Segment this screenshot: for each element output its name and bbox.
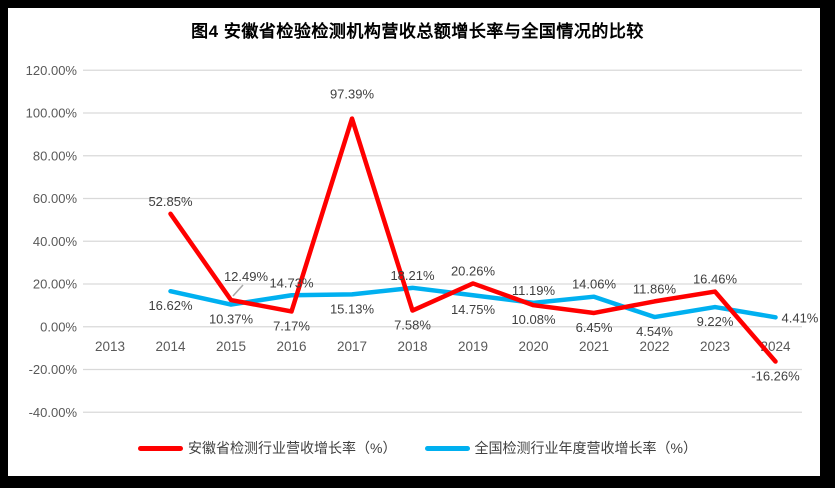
data-label-anhui: 7.17% <box>273 318 310 333</box>
data-label-national: 9.22% <box>697 314 734 329</box>
y-axis-tick-label: 20.00% <box>33 277 78 292</box>
data-label-anhui: 97.39% <box>330 87 375 102</box>
chart-title: 图4 安徽省检验检测机构营收总额增长率与全国情况的比较 <box>191 22 644 41</box>
data-label-national: 10.37% <box>209 312 254 327</box>
data-label-anhui: 11.86% <box>633 281 677 296</box>
series-line-national <box>168 285 778 320</box>
legend-item-anhui: 安徽省检测行业营收增长率（%） <box>138 438 397 458</box>
data-label-national: 14.06% <box>572 277 617 292</box>
y-axis-tick-label: 80.00% <box>33 148 78 163</box>
data-label-leader-line <box>232 284 244 297</box>
y-axis-tick-label: 60.00% <box>33 191 78 206</box>
y-axis-tick-label: 100.00% <box>26 106 78 121</box>
data-label-anhui: 6.45% <box>576 320 613 335</box>
legend-item-national: 全国检测行业年度营收增长率（%） <box>424 438 697 458</box>
legend-label-anhui: 安徽省检测行业营收增长率（%） <box>188 440 397 456</box>
data-label-anhui: 16.46% <box>693 272 738 287</box>
legend-label-national: 全国检测行业年度营收增长率（%） <box>474 440 697 456</box>
x-axis-tick-label: 2015 <box>216 339 246 354</box>
data-label-national: 4.41% <box>782 310 819 325</box>
data-label-national: 14.75% <box>451 302 496 317</box>
data-label-anhui: 52.85% <box>148 194 193 209</box>
x-axis-tick-label: 2021 <box>579 339 609 354</box>
y-axis-tick-label: 40.00% <box>33 234 78 249</box>
data-label-national: 16.62% <box>148 298 193 313</box>
data-label-national: 15.13% <box>330 301 375 316</box>
x-axis-tick-label: 2023 <box>700 339 730 354</box>
data-label-anhui: 10.08% <box>511 312 556 327</box>
data-label-national: 18.21% <box>390 268 435 283</box>
x-axis-tick-label: 2020 <box>518 339 548 354</box>
data-label-national: 11.19% <box>512 283 556 298</box>
x-axis-tick-label: 2022 <box>639 339 669 354</box>
x-axis-tick-label: 2016 <box>276 339 306 354</box>
x-axis-tick-label: 2018 <box>397 339 427 354</box>
y-axis-tick-label: 120.00% <box>26 63 78 78</box>
data-label-anhui: 12.49% <box>224 269 269 284</box>
data-label-anhui: 7.58% <box>394 318 431 333</box>
legend-line-swatch-anhui <box>138 445 184 451</box>
y-axis-tick-label: 0.00% <box>40 319 77 334</box>
x-axis-tick-label: 2013 <box>95 339 125 354</box>
x-axis-tick-label: 2019 <box>458 339 488 354</box>
data-label-anhui: -16.26% <box>751 369 800 384</box>
series-line-anhui <box>168 116 778 364</box>
x-axis-tick-label: 2014 <box>155 339 186 354</box>
x-axis-tick-label: 2017 <box>337 339 367 354</box>
data-label-anhui: 20.26% <box>451 263 496 278</box>
legend: 安徽省检测行业营收增长率（%） 全国检测行业年度营收增长率（%） <box>0 438 835 458</box>
data-label-national: 14.73% <box>269 275 314 290</box>
y-axis-tick-label: -20.00% <box>29 362 78 377</box>
y-axis-tick-label: -40.00% <box>29 405 78 420</box>
legend-line-swatch-national <box>424 445 470 451</box>
data-label-national: 4.54% <box>636 324 673 339</box>
